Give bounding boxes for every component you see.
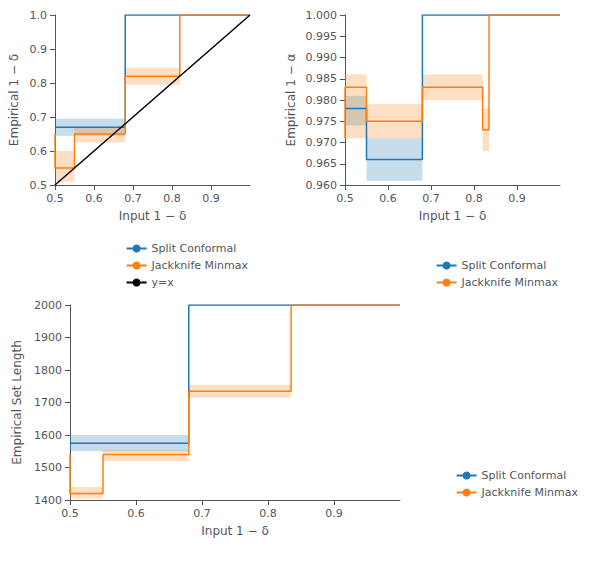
svg-text:0.6: 0.6 [379,192,397,205]
svg-text:Jackknife Minmax: Jackknife Minmax [461,276,559,289]
svg-text:1700: 1700 [34,396,62,409]
svg-text:1500: 1500 [34,461,62,474]
svg-text:0.5: 0.5 [30,179,48,192]
svg-text:0.8: 0.8 [163,192,181,205]
svg-text:0.960: 0.960 [306,179,338,192]
svg-text:Empirical 1 − δ: Empirical 1 − δ [7,54,21,146]
svg-text:1.000: 1.000 [306,9,338,22]
svg-text:Split Conformal: Split Conformal [462,259,547,272]
svg-text:0.7: 0.7 [193,507,211,520]
svg-text:0.965: 0.965 [306,157,338,170]
svg-text:Jackknife Minmax: Jackknife Minmax [151,259,249,272]
svg-text:0.8: 0.8 [465,192,483,205]
svg-text:0.6: 0.6 [30,145,48,158]
svg-text:0.9: 0.9 [30,43,48,56]
svg-text:0.7: 0.7 [422,192,440,205]
svg-text:0.990: 0.990 [306,51,338,64]
svg-text:0.7: 0.7 [30,111,48,124]
svg-text:1400: 1400 [34,494,62,507]
svg-text:Input 1 − δ: Input 1 − δ [201,524,269,538]
svg-text:0.9: 0.9 [508,192,526,205]
svg-text:0.975: 0.975 [306,115,338,128]
svg-text:Input 1 − δ: Input 1 − δ [419,209,487,223]
svg-text:0.7: 0.7 [124,192,142,205]
svg-text:0.6: 0.6 [85,192,103,205]
svg-text:y=x: y=x [152,276,175,289]
svg-text:0.6: 0.6 [127,507,145,520]
svg-text:Empirical 1 − α: Empirical 1 − α [284,54,298,147]
svg-text:0.5: 0.5 [336,192,354,205]
svg-text:0.5: 0.5 [46,192,64,205]
svg-text:Split Conformal: Split Conformal [482,469,567,482]
svg-text:0.995: 0.995 [306,30,338,43]
svg-text:0.8: 0.8 [259,507,277,520]
svg-text:Empirical Set Length: Empirical Set Length [10,340,24,465]
svg-text:Jackknife Minmax: Jackknife Minmax [481,486,579,499]
svg-text:0.8: 0.8 [30,77,48,90]
svg-text:Split Conformal: Split Conformal [152,242,237,255]
svg-text:0.985: 0.985 [306,72,338,85]
svg-text:1.0: 1.0 [30,9,48,22]
svg-text:1800: 1800 [34,364,62,377]
svg-text:0.980: 0.980 [306,94,338,107]
svg-text:Input 1 − δ: Input 1 − δ [119,209,187,223]
svg-text:0.970: 0.970 [306,136,338,149]
svg-text:0.9: 0.9 [325,507,343,520]
svg-text:0.9: 0.9 [202,192,220,205]
svg-text:1900: 1900 [34,331,62,344]
svg-text:0.5: 0.5 [61,507,79,520]
svg-text:2000: 2000 [34,299,62,312]
svg-text:1600: 1600 [34,429,62,442]
